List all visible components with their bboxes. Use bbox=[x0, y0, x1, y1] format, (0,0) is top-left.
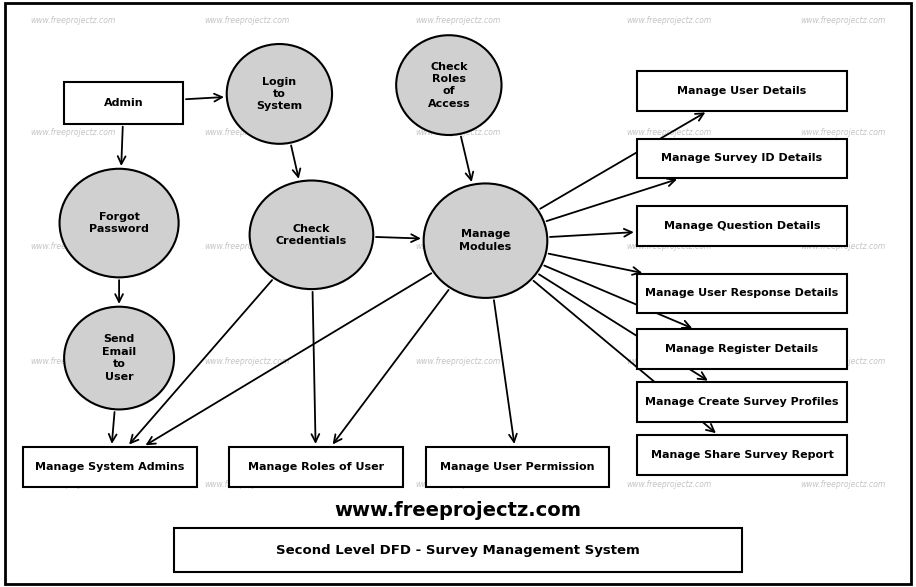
Text: www.freeprojectz.com: www.freeprojectz.com bbox=[204, 242, 290, 251]
Text: www.freeprojectz.com: www.freeprojectz.com bbox=[30, 480, 116, 489]
Text: www.freeprojectz.com: www.freeprojectz.com bbox=[800, 242, 886, 251]
FancyBboxPatch shape bbox=[229, 447, 403, 487]
Text: www.freeprojectz.com: www.freeprojectz.com bbox=[800, 480, 886, 489]
Text: Manage Survey ID Details: Manage Survey ID Details bbox=[661, 153, 823, 164]
Text: Manage Create Survey Profiles: Manage Create Survey Profiles bbox=[645, 397, 839, 407]
Text: Forgot
Password: Forgot Password bbox=[89, 212, 149, 234]
FancyBboxPatch shape bbox=[637, 71, 847, 111]
Text: www.freeprojectz.com: www.freeprojectz.com bbox=[800, 127, 886, 137]
Text: www.freeprojectz.com: www.freeprojectz.com bbox=[204, 127, 290, 137]
FancyBboxPatch shape bbox=[637, 435, 847, 475]
Text: Manage System Admins: Manage System Admins bbox=[35, 461, 185, 472]
Text: www.freeprojectz.com: www.freeprojectz.com bbox=[800, 356, 886, 366]
Text: www.freeprojectz.com: www.freeprojectz.com bbox=[415, 242, 501, 251]
FancyBboxPatch shape bbox=[23, 447, 197, 487]
FancyBboxPatch shape bbox=[637, 206, 847, 246]
Ellipse shape bbox=[396, 35, 502, 135]
Ellipse shape bbox=[64, 306, 174, 410]
Ellipse shape bbox=[249, 181, 374, 289]
Text: Admin: Admin bbox=[104, 97, 144, 108]
Text: www.freeprojectz.com: www.freeprojectz.com bbox=[626, 127, 712, 137]
Text: Send
Email
to
User: Send Email to User bbox=[102, 335, 136, 382]
FancyBboxPatch shape bbox=[637, 139, 847, 178]
Ellipse shape bbox=[226, 44, 332, 144]
Text: Login
to
System: Login to System bbox=[256, 76, 302, 112]
Text: www.freeprojectz.com: www.freeprojectz.com bbox=[626, 16, 712, 25]
Text: www.freeprojectz.com: www.freeprojectz.com bbox=[204, 16, 290, 25]
Text: Manage Roles of User: Manage Roles of User bbox=[248, 461, 384, 472]
Text: Manage Question Details: Manage Question Details bbox=[664, 221, 820, 231]
Text: Manage User Response Details: Manage User Response Details bbox=[646, 288, 838, 299]
Text: www.freeprojectz.com: www.freeprojectz.com bbox=[626, 356, 712, 366]
Text: Check
Credentials: Check Credentials bbox=[276, 224, 347, 246]
Text: www.freeprojectz.com: www.freeprojectz.com bbox=[30, 127, 116, 137]
Text: Manage User Permission: Manage User Permission bbox=[441, 461, 594, 472]
Text: Manage Register Details: Manage Register Details bbox=[665, 344, 819, 355]
Text: www.freeprojectz.com: www.freeprojectz.com bbox=[415, 127, 501, 137]
Text: Manage
Modules: Manage Modules bbox=[459, 230, 512, 252]
FancyBboxPatch shape bbox=[637, 274, 847, 313]
FancyBboxPatch shape bbox=[426, 447, 609, 487]
Text: www.freeprojectz.com: www.freeprojectz.com bbox=[30, 356, 116, 366]
FancyBboxPatch shape bbox=[64, 82, 183, 124]
Text: www.freeprojectz.com: www.freeprojectz.com bbox=[30, 16, 116, 25]
Text: www.freeprojectz.com: www.freeprojectz.com bbox=[415, 480, 501, 489]
Text: www.freeprojectz.com: www.freeprojectz.com bbox=[626, 242, 712, 251]
Ellipse shape bbox=[423, 183, 548, 298]
FancyBboxPatch shape bbox=[174, 528, 742, 572]
Text: Second Level DFD - Survey Management System: Second Level DFD - Survey Management Sys… bbox=[276, 544, 640, 556]
Text: www.freeprojectz.com: www.freeprojectz.com bbox=[204, 480, 290, 489]
Text: Manage User Details: Manage User Details bbox=[677, 86, 807, 96]
FancyBboxPatch shape bbox=[637, 382, 847, 422]
FancyBboxPatch shape bbox=[637, 329, 847, 369]
Text: www.freeprojectz.com: www.freeprojectz.com bbox=[30, 242, 116, 251]
Ellipse shape bbox=[60, 169, 179, 278]
Text: www.freeprojectz.com: www.freeprojectz.com bbox=[415, 356, 501, 366]
Text: www.freeprojectz.com: www.freeprojectz.com bbox=[204, 356, 290, 366]
Text: Check
Roles
of
Access: Check Roles of Access bbox=[428, 62, 470, 109]
Text: www.freeprojectz.com: www.freeprojectz.com bbox=[415, 16, 501, 25]
Text: www.freeprojectz.com: www.freeprojectz.com bbox=[334, 501, 582, 520]
Text: www.freeprojectz.com: www.freeprojectz.com bbox=[626, 480, 712, 489]
Text: Manage Share Survey Report: Manage Share Survey Report bbox=[650, 450, 834, 460]
Text: www.freeprojectz.com: www.freeprojectz.com bbox=[800, 16, 886, 25]
